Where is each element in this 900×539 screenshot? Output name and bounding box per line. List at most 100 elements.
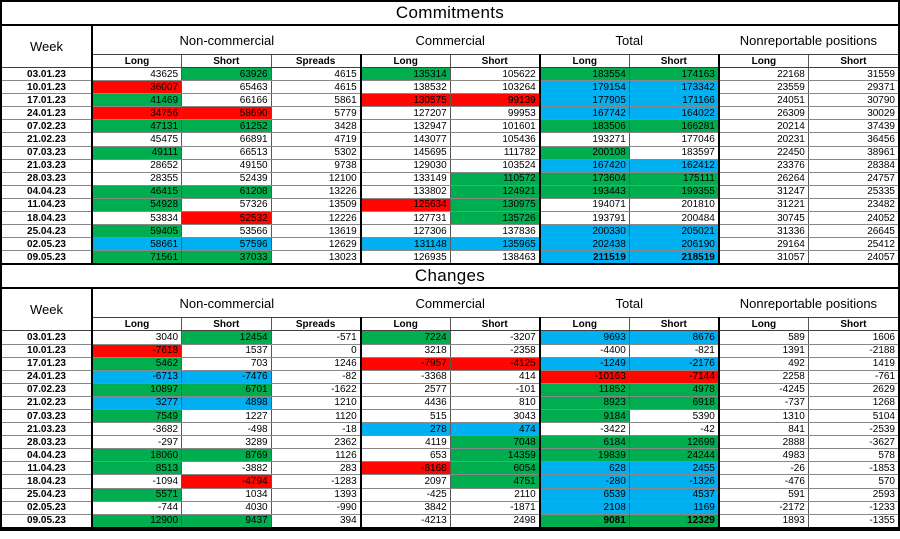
value-cell: 13226 xyxy=(270,185,361,199)
value-cell: 31057 xyxy=(717,250,809,266)
week-cell: 04.04.23 xyxy=(2,448,93,463)
value-cell: 4898 xyxy=(181,396,272,410)
value-cell: 24057 xyxy=(807,250,898,266)
group-header-row: Week Non-commercial Commercial Total Non… xyxy=(2,289,898,332)
value-cell: 28355 xyxy=(91,172,182,186)
value-cell: -821 xyxy=(628,344,719,358)
value-cell: 1606 xyxy=(807,330,898,345)
value-cell: 206190 xyxy=(628,237,719,252)
value-cell: 8923 xyxy=(538,396,630,410)
value-cell: 26309 xyxy=(717,106,809,121)
value-cell: -4213 xyxy=(359,514,451,529)
value-cell: 103524 xyxy=(449,159,540,173)
value-cell: 20231 xyxy=(717,132,809,147)
value-cell: 4719 xyxy=(270,132,361,147)
value-cell: -3682 xyxy=(91,422,182,437)
value-cell: 1126 xyxy=(270,448,361,463)
group-total: Total xyxy=(539,289,719,319)
value-cell: 653 xyxy=(359,448,451,463)
value-cell: 1893 xyxy=(717,514,809,529)
value-cell: 111782 xyxy=(449,146,540,160)
commitments-title: Commitments xyxy=(2,2,898,26)
value-cell: 24757 xyxy=(807,172,898,186)
value-cell: 841 xyxy=(717,422,809,437)
value-cell: 65463 xyxy=(181,80,272,95)
value-cell: 36007 xyxy=(91,80,182,95)
value-cell: 127731 xyxy=(359,211,451,226)
value-cell: 394 xyxy=(270,514,361,529)
value-cell: 201810 xyxy=(628,198,719,213)
value-cell: 4615 xyxy=(270,67,361,82)
table-row: 25.04.23 59405 53566 13619 127306 137836 20033… xyxy=(2,224,898,239)
value-cell: 47131 xyxy=(91,119,182,134)
value-cell: 41469 xyxy=(91,93,182,108)
value-cell: 127207 xyxy=(359,106,451,121)
value-cell: -10163 xyxy=(538,370,630,384)
value-cell: 137836 xyxy=(449,224,540,239)
value-cell: -7618 xyxy=(91,344,182,358)
table-row: 18.04.23 53834 52532 12226 127731 135726 19379… xyxy=(2,211,898,226)
value-cell: 1169 xyxy=(628,501,719,515)
table-row: 21.03.23 28652 49150 9738 129030 103524 167420… xyxy=(2,159,898,173)
value-cell: 57326 xyxy=(181,198,272,213)
week-cell: 24.01.23 xyxy=(2,370,93,384)
group-commercial: Commercial xyxy=(360,26,540,55)
week-cell: 25.04.23 xyxy=(2,224,93,239)
value-cell: 9437 xyxy=(181,514,272,529)
value-cell: 143077 xyxy=(359,132,451,147)
value-cell: -1094 xyxy=(91,474,182,489)
value-cell: 283 xyxy=(270,461,361,476)
value-cell: 1537 xyxy=(181,344,272,358)
value-cell: 166281 xyxy=(628,119,719,134)
value-cell: 1246 xyxy=(270,357,361,371)
table-row: 10.01.23 36007 65463 4615 138532 103264 179154… xyxy=(2,80,898,95)
value-cell: -571 xyxy=(270,330,361,345)
changes-table: Week Non-commercial Commercial Total Non… xyxy=(2,289,898,529)
value-cell: -280 xyxy=(538,474,630,489)
value-cell: 36456 xyxy=(807,132,898,147)
table-row: 11.04.23 54928 57326 13509 125634 130975 19407… xyxy=(2,198,898,213)
value-cell: 1391 xyxy=(717,344,809,358)
group-commercial: Commercial xyxy=(360,289,540,319)
table-row: 07.02.23 47131 61252 3428 132947 101601 183506… xyxy=(2,119,898,134)
value-cell: 3277 xyxy=(91,396,182,410)
value-cell: 200484 xyxy=(628,211,719,226)
week-cell: 03.01.23 xyxy=(2,67,93,82)
commitments-table: Week Non-commercial Commercial Total Non… xyxy=(2,26,898,266)
value-cell: 13509 xyxy=(270,198,361,213)
value-cell: 138532 xyxy=(359,80,451,95)
value-cell: -2176 xyxy=(628,357,719,371)
week-cell: 25.04.23 xyxy=(2,488,93,502)
value-cell: 9693 xyxy=(538,330,630,345)
value-cell: -1233 xyxy=(807,501,898,515)
value-cell: 2593 xyxy=(807,488,898,502)
week-cell: 10.01.23 xyxy=(2,80,93,95)
value-cell: 28384 xyxy=(807,159,898,173)
week-header: Week xyxy=(2,26,93,68)
week-cell: 21.02.23 xyxy=(2,132,93,147)
value-cell: 145695 xyxy=(359,146,451,160)
value-cell: 5779 xyxy=(270,106,361,121)
value-cell: 2629 xyxy=(807,383,898,397)
value-cell: 31247 xyxy=(717,185,809,199)
col-nc-short: Short xyxy=(181,54,272,68)
value-cell: 218519 xyxy=(628,250,719,266)
value-cell: 52532 xyxy=(181,211,272,226)
value-cell: 2888 xyxy=(717,435,809,450)
col-t-short: Short xyxy=(628,54,719,68)
value-cell: 0 xyxy=(270,344,361,358)
value-cell: -26 xyxy=(717,461,809,476)
value-cell: 30029 xyxy=(807,106,898,121)
value-cell: 25335 xyxy=(807,185,898,199)
value-cell: 4030 xyxy=(181,501,272,515)
value-cell: -2358 xyxy=(449,344,540,358)
value-cell: 130575 xyxy=(359,93,451,108)
value-cell: 200108 xyxy=(538,146,630,160)
value-cell: 167420 xyxy=(538,159,630,173)
value-cell: 38961 xyxy=(807,146,898,160)
value-cell: 5104 xyxy=(807,409,898,424)
value-cell: 4436 xyxy=(359,396,451,410)
week-header: Week xyxy=(2,289,93,332)
value-cell: 9738 xyxy=(270,159,361,173)
